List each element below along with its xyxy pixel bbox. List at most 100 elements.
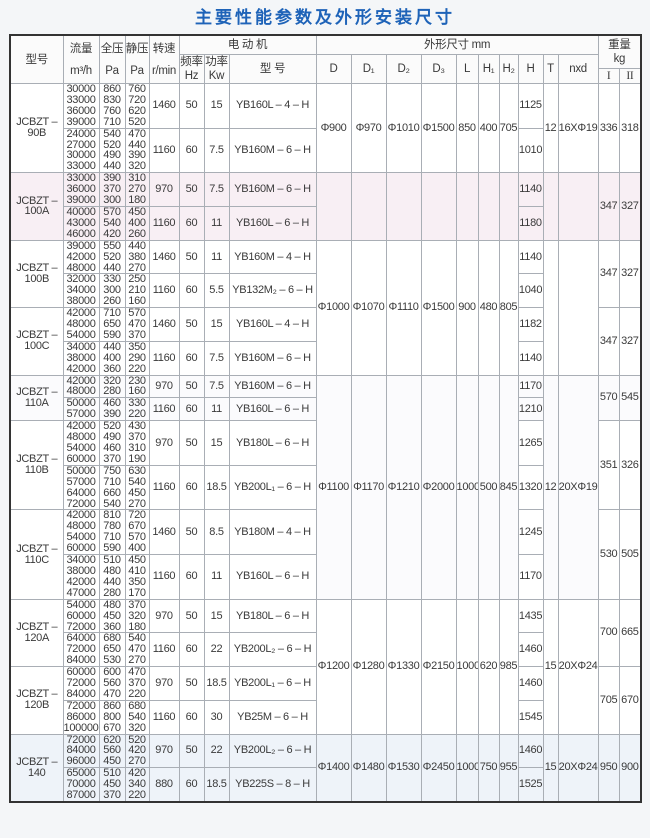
header-weight: 重量 kg <box>597 34 642 69</box>
dim-h-cell: 1182 <box>517 307 544 342</box>
power-cell: 7.5 <box>203 172 230 207</box>
spec-table: 型号 流量 m³/h 全压 Pa 静压 Pa 转速 r/min 电 动 机 外形尺寸 m… <box>9 34 643 803</box>
model-name: 110A <box>24 396 49 409</box>
total-pressure-cell: 320 280 <box>98 374 126 399</box>
total-pressure-value: 440 <box>103 160 121 173</box>
frequency-cell: 50 <box>178 733 205 769</box>
static-pressure-value: 670 <box>128 520 146 533</box>
flow-cell: 72000 86000 100000 <box>62 699 100 735</box>
static-pressure-value: 270 <box>128 183 146 196</box>
speed-cell: 880 <box>148 767 180 803</box>
static-pressure-cell: 350 290 220 <box>124 340 150 376</box>
flow-value: 24000 <box>66 128 96 140</box>
header-weight-II: II <box>618 68 642 84</box>
model-name: 110B <box>24 464 49 477</box>
frequency-cell: 60 <box>178 397 205 422</box>
dim-l-cell <box>455 172 479 241</box>
total-pressure-value: 860 <box>103 83 121 95</box>
motor-model-cell: YB200L₂ – 6 – H <box>228 733 317 769</box>
weight-I-cell: 950 <box>597 733 620 803</box>
motor-model-cell: YB160L – 6 – H <box>228 205 317 241</box>
flow-value: 86000 <box>66 710 96 723</box>
dim-d2-cell: Φ1530 <box>385 733 422 803</box>
static-pressure-value: 470 <box>128 643 146 656</box>
power-cell: 8.5 <box>203 509 230 556</box>
flow-value: 40000 <box>66 206 96 218</box>
dim-d3-cell: Φ1500 <box>420 82 457 174</box>
speed-cell: 1160 <box>148 554 180 600</box>
static-pressure-cell: 330 220 <box>124 397 150 422</box>
dim-h2-cell: 845 <box>498 374 519 600</box>
frequency-cell: 60 <box>178 699 205 735</box>
static-pressure-value: 350 <box>128 575 146 588</box>
table-row: JCBZT –110A 42000 48000 320 280 230 160 970 50 7.… <box>9 374 642 600</box>
total-pressure-value: 590 <box>103 328 121 341</box>
weight-I-cell: 351 <box>597 420 620 511</box>
header-dimensions: 外形尺寸 mm <box>315 34 599 55</box>
model-name-cell: JCBZT –110A <box>9 374 64 422</box>
static-pressure-value: 630 <box>128 465 146 477</box>
frequency-cell: 50 <box>178 307 205 342</box>
flow-cell: 50000 57000 <box>62 397 100 422</box>
static-pressure-value: 370 <box>128 328 146 341</box>
dim-l-cell: 900 <box>455 239 479 376</box>
dim-d3-cell: Φ2000 <box>420 374 457 600</box>
total-pressure-value: 590 <box>103 542 121 555</box>
static-pressure-value: 220 <box>128 408 146 421</box>
dim-h2-cell <box>498 172 519 241</box>
frequency-cell: 50 <box>178 666 205 701</box>
total-pressure-value: 460 <box>103 442 121 454</box>
static-pressure-cell: 230 160 <box>124 374 150 399</box>
dim-h-cell: 1320 <box>517 464 544 511</box>
flow-value: 60000 <box>66 452 96 465</box>
flow-value: 54000 <box>66 599 96 611</box>
header-H: H <box>517 54 544 84</box>
flow-value: 96000 <box>66 755 96 768</box>
weight-I-cell: 347 <box>597 239 620 309</box>
model-name-cell: JCBZT –100A <box>9 172 64 241</box>
model-name-cell: JCBZT –110B <box>9 420 64 511</box>
static-pressure-cell: 680 540 320 <box>124 699 150 735</box>
static-pressure-cell: 440 380 270 <box>124 239 150 275</box>
total-pressure-cell: 520 490 460 370 <box>98 420 126 466</box>
dim-h-cell: 1435 <box>517 598 544 634</box>
flow-value: 70000 <box>66 778 96 791</box>
dim-t-cell: 12 <box>542 374 559 600</box>
flow-cell: 39000 42000 48000 <box>62 239 100 275</box>
dim-h-cell: 1545 <box>517 699 544 735</box>
header-motor: 电 动 机 <box>178 34 317 55</box>
flow-value: 47000 <box>66 586 96 599</box>
table-row: JCBZT –100A 33000 36000 39000 390 370 300 310 27… <box>9 172 642 241</box>
flow-value: 64000 <box>66 486 96 499</box>
total-pressure-value: 670 <box>103 721 121 734</box>
flow-value: 48000 <box>66 318 96 331</box>
header-static-pressure-label: 静压 <box>125 42 149 55</box>
static-pressure-value: 470 <box>128 318 146 331</box>
static-pressure-value: 270 <box>128 755 146 768</box>
total-pressure-value: 260 <box>103 295 121 308</box>
total-pressure-cell: 570 540 420 <box>98 205 126 241</box>
flow-value: 57000 <box>66 475 96 488</box>
header-D1: D₁ <box>350 54 387 84</box>
static-pressure-value: 340 <box>128 778 146 791</box>
total-pressure-value: 510 <box>103 767 121 780</box>
weight-I-cell: 336 <box>597 82 620 174</box>
total-pressure-cell: 540 520 490 440 <box>98 127 126 174</box>
speed-cell: 1460 <box>148 509 180 556</box>
flow-value: 60000 <box>66 666 96 679</box>
header-static-pressure-unit: Pa <box>130 64 144 77</box>
dim-h1-cell: 480 <box>477 239 500 376</box>
model-name: JCBZT – <box>16 621 58 633</box>
header-power-label: 功率 <box>205 56 228 68</box>
speed-cell: 1160 <box>148 205 180 241</box>
flow-cell: 42000 48000 54000 <box>62 307 100 342</box>
static-pressure-cell: 720 670 570 400 <box>124 509 150 556</box>
weight-II-cell: 545 <box>618 374 642 422</box>
total-pressure-value: 280 <box>103 586 121 599</box>
static-pressure-value: 540 <box>128 475 146 488</box>
motor-model-cell: YB200L₁ – 6 – H <box>228 464 317 511</box>
dim-h1-cell: 620 <box>477 598 500 735</box>
dim-h-cell: 1040 <box>517 273 544 309</box>
frequency-cell: 50 <box>178 598 205 634</box>
dim-d1-cell: Φ970 <box>350 82 387 174</box>
